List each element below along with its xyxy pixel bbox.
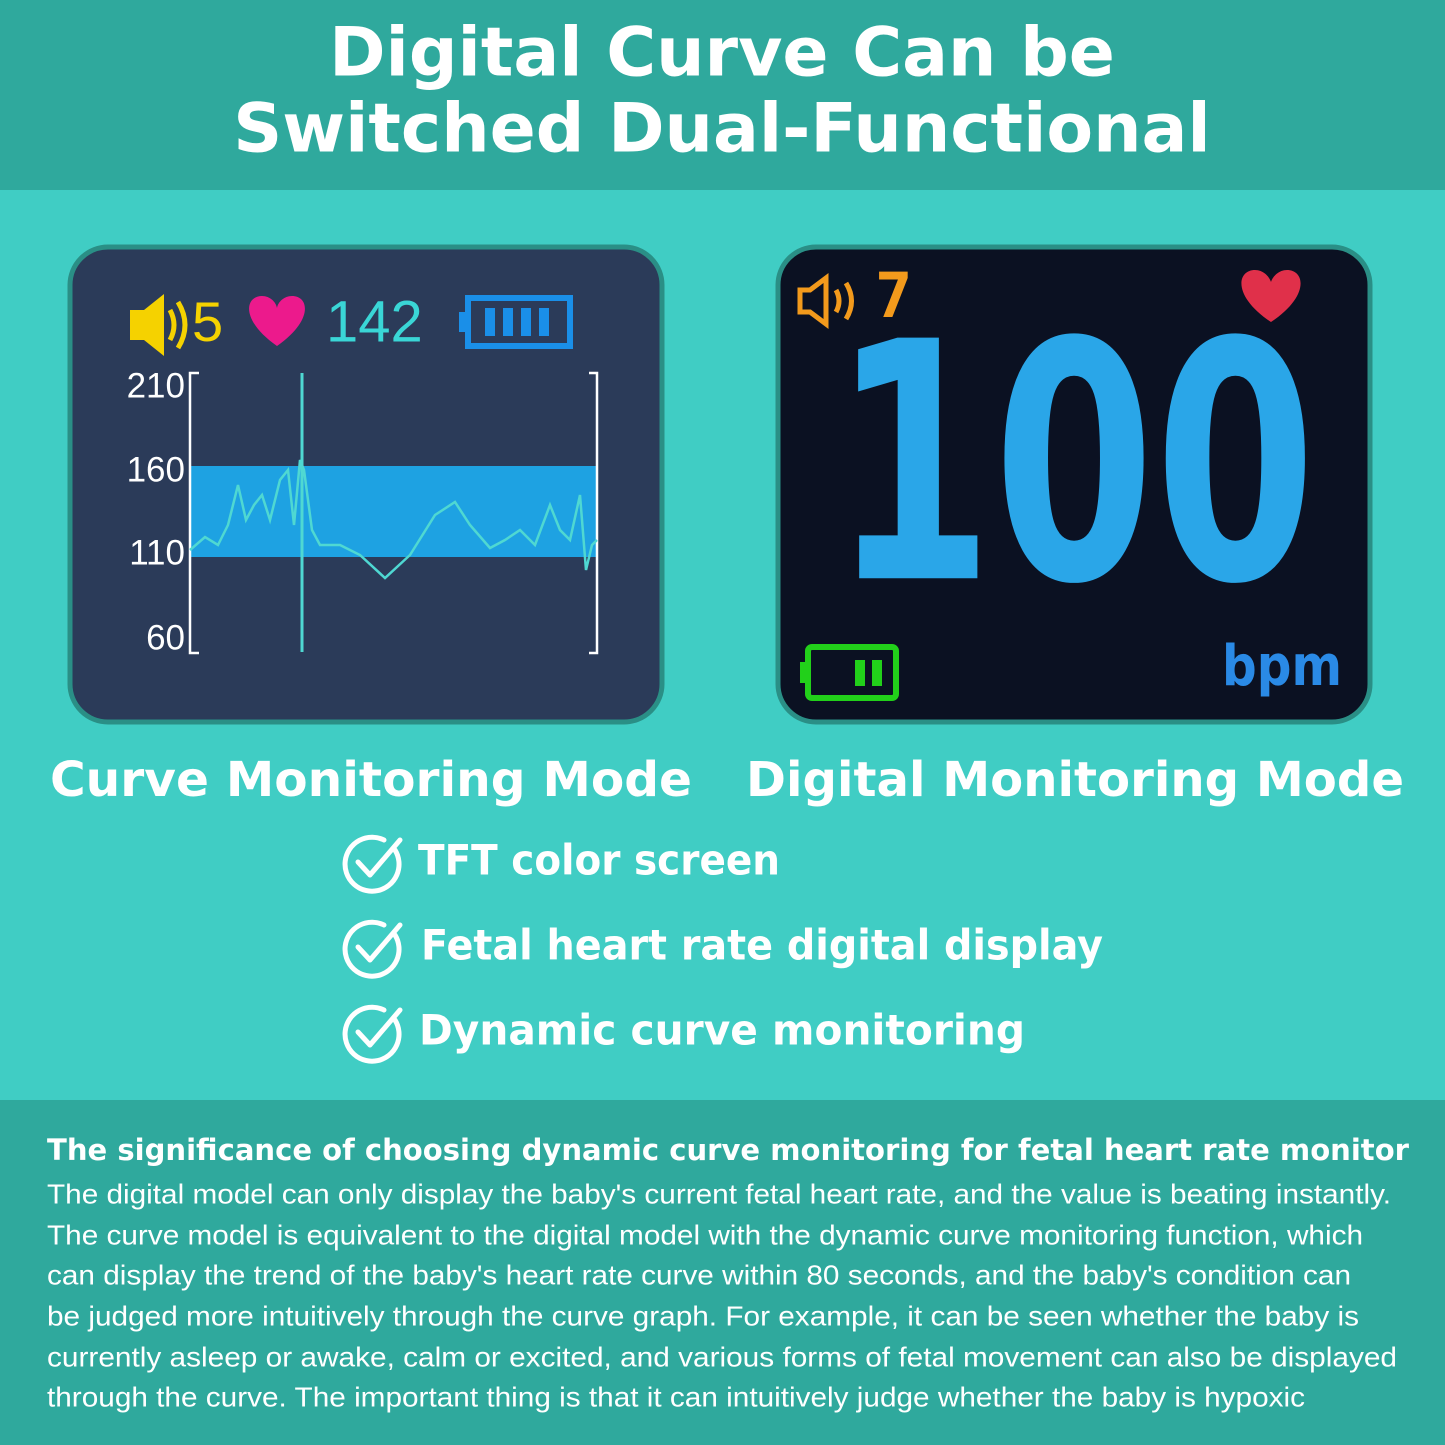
title-line: Digital Curve Can be: [329, 14, 1115, 93]
mode-label: Digital Monitoring Mode: [746, 752, 1404, 808]
heart-curve: [189, 459, 598, 580]
footer-band: [0, 1100, 1445, 1445]
speaker-waves: [167, 300, 188, 350]
description-line: be judged more intuitively through the c…: [47, 1300, 1359, 1331]
title-line: Switched Dual-Functional: [233, 90, 1210, 169]
battery-bar: [872, 660, 882, 686]
volume: 7: [875, 259, 912, 332]
axis-label: 60: [146, 618, 185, 657]
header-band: [0, 0, 1445, 190]
volume: 5: [192, 290, 223, 353]
curve-screen: 5 142 210 160 110 60: [67, 244, 665, 725]
heart-rate: 100: [832, 272, 1316, 656]
battery-tip: [800, 662, 808, 683]
unit: bpm: [1222, 634, 1342, 699]
battery-bar: [855, 660, 865, 686]
description-line: currently asleep or awake, calm or excit…: [47, 1341, 1397, 1372]
feature: Fetal heart rate digital display: [421, 921, 1103, 970]
heart-icon: [1241, 270, 1301, 322]
axis-label: 210: [127, 366, 185, 405]
description-line: through the curve. The important thing i…: [47, 1381, 1305, 1412]
description-line: The digital model can only display the b…: [47, 1178, 1391, 1209]
check-icons: [342, 834, 403, 1064]
heart-icon: [249, 296, 305, 346]
normal-band: [190, 466, 597, 557]
feature: TFT color screen: [418, 836, 780, 885]
speaker-icon: [797, 273, 829, 329]
screen-frame: [775, 244, 1373, 725]
battery-tip: [459, 312, 468, 332]
axis-label: 110: [129, 533, 185, 572]
graph-brackets: [188, 371, 599, 655]
description-heading: The significance of choosing dynamic cur…: [47, 1133, 1410, 1167]
digital-screen: 7 100 bpm: [775, 244, 1373, 725]
mode-label: Curve Monitoring Mode: [50, 752, 692, 808]
heart-rate: 142: [326, 289, 423, 354]
description-line: can display the trend of the baby's hear…: [47, 1259, 1351, 1290]
speaker-icon: [130, 294, 164, 356]
feature: Dynamic curve monitoring: [419, 1006, 1025, 1055]
axis-label: 160: [127, 450, 185, 489]
description-line: The curve model is equivalent to the dig…: [47, 1219, 1363, 1250]
speaker-waves: [833, 281, 854, 321]
battery-bars: [485, 308, 549, 336]
